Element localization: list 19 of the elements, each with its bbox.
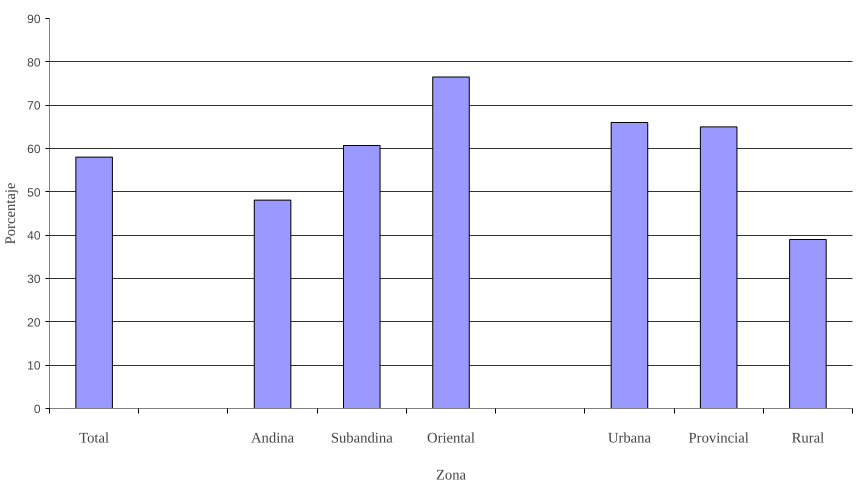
x-axis-title: Zona bbox=[436, 468, 467, 484]
x-tick-label: Andina bbox=[250, 430, 295, 446]
x-tick-label: Urbana bbox=[608, 430, 652, 446]
x-tick-label: Subandina bbox=[330, 430, 394, 446]
y-tick-label: 60 bbox=[27, 142, 41, 156]
y-tick-label: 80 bbox=[27, 55, 41, 70]
y-tick-label: 50 bbox=[27, 185, 41, 200]
y-tick-label: 0 bbox=[34, 402, 41, 416]
y-tick-label: 70 bbox=[27, 98, 41, 113]
x-tick-label: Total bbox=[79, 430, 110, 446]
y-tick-label: 30 bbox=[27, 272, 41, 286]
y-tick-label: 10 bbox=[27, 358, 41, 373]
x-tick-label: Rural bbox=[792, 430, 824, 446]
y-tick-label: 40 bbox=[27, 228, 41, 243]
y-tick-label: 20 bbox=[27, 315, 41, 330]
x-tick-label: Provincial bbox=[688, 430, 749, 446]
y-tick-label: 90 bbox=[27, 12, 41, 26]
x-tick-label: Oriental bbox=[426, 430, 476, 446]
y-axis-title: Porcentaje bbox=[3, 182, 20, 244]
